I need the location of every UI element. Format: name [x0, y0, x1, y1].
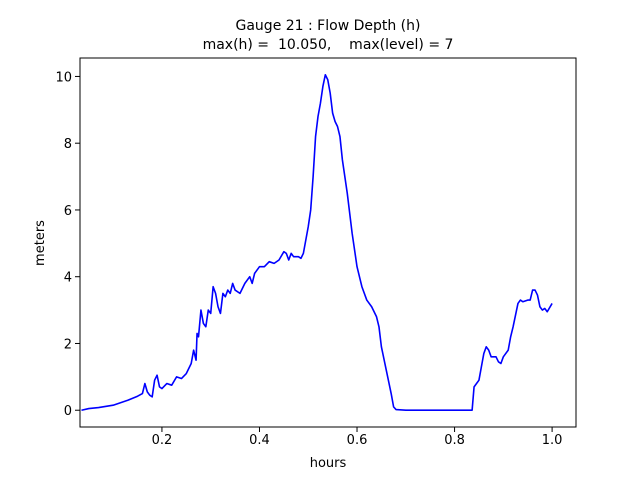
x-tick-label: 0.2	[152, 433, 173, 448]
x-tick-label: 1.0	[542, 433, 563, 448]
x-tick-label: 0.4	[249, 433, 270, 448]
chart-subtitle: max(h) = 10.050, max(level) = 7	[203, 37, 454, 53]
x-tick-label: 0.8	[444, 433, 465, 448]
y-tick-label: 2	[64, 337, 72, 352]
y-tick-label: 10	[55, 70, 72, 85]
x-tick-label: 0.6	[347, 433, 368, 448]
plot-frame	[79, 57, 577, 428]
chart-title: Gauge 21 : Flow Depth (h)	[236, 18, 421, 34]
y-tick-label: 4	[64, 271, 72, 286]
x-axis-label: hours	[310, 456, 347, 471]
y-tick-label: 8	[64, 137, 72, 152]
y-tick-label: 0	[64, 404, 72, 419]
y-tick-label: 6	[64, 204, 72, 219]
y-axis-label: meters	[33, 220, 48, 266]
data-line	[81, 73, 553, 412]
